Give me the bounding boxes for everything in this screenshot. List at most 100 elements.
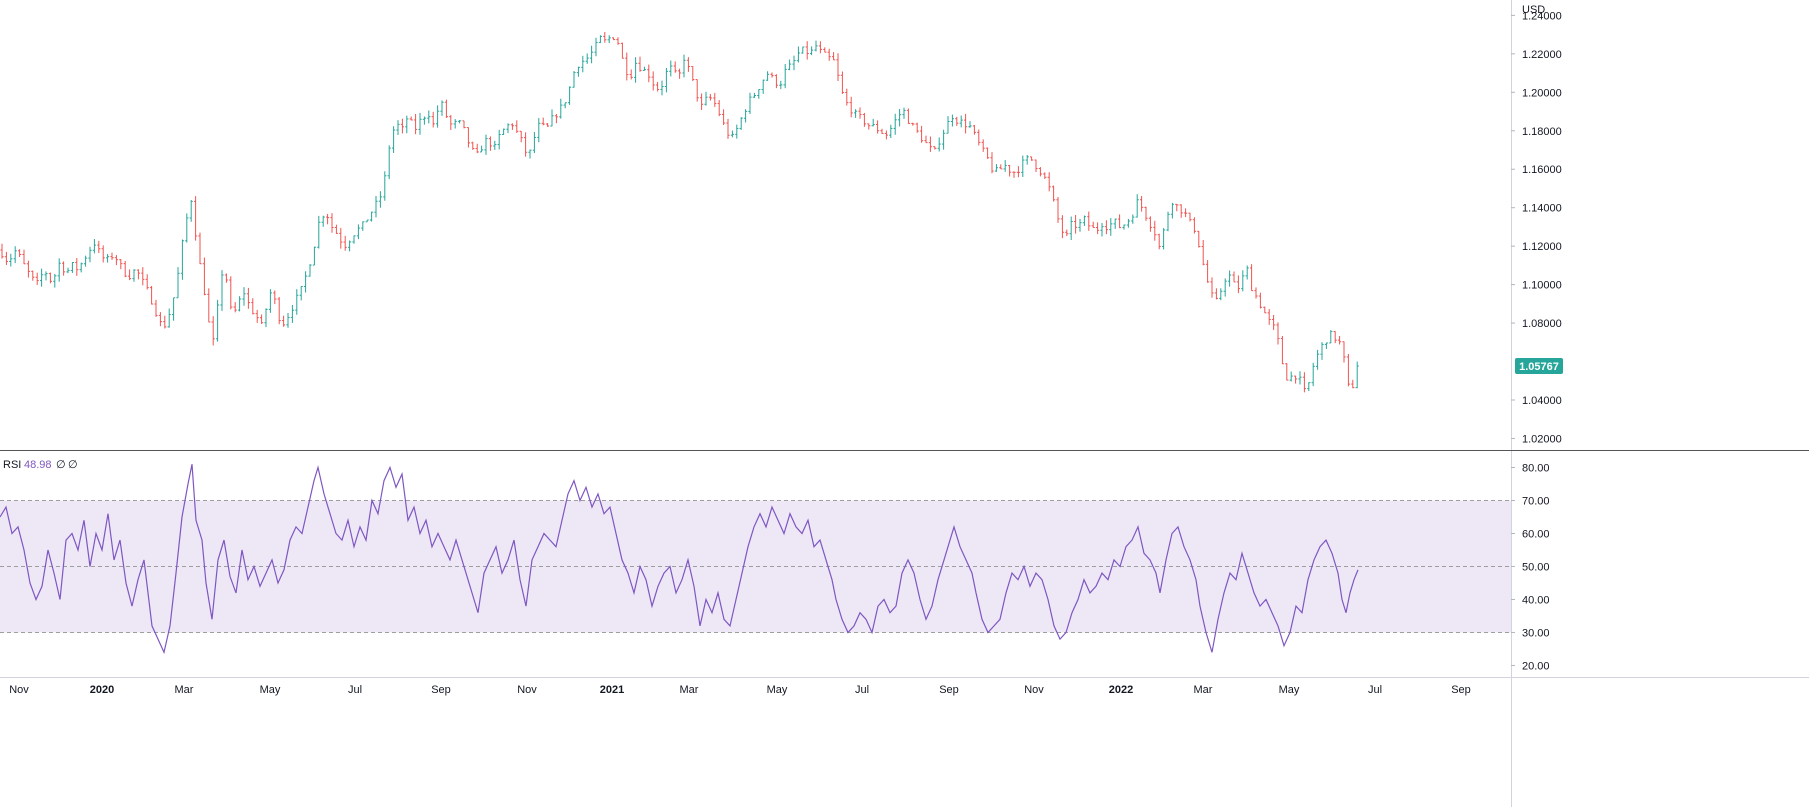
rsi-legend-label: RSI — [3, 459, 21, 471]
ohlc-bar — [1285, 363, 1289, 381]
ohlc-bar — [1047, 172, 1051, 192]
ohlc-bar — [352, 235, 356, 244]
ohlc-bar — [22, 249, 26, 265]
ohlc-bar — [1100, 222, 1104, 237]
ohlc-bar — [537, 118, 541, 143]
ohlc-bar — [1342, 341, 1346, 363]
last-price-value: 1.05767 — [1519, 361, 1559, 373]
ohlc-bar — [660, 80, 664, 96]
price-candles — [0, 32, 1359, 393]
ohlc-bar — [211, 316, 215, 346]
ohlc-bar — [1034, 159, 1038, 173]
ohlc-bar — [101, 245, 105, 263]
ohlc-bar — [1197, 230, 1201, 248]
ohlc-bar — [128, 269, 132, 281]
ohlc-bar — [1157, 233, 1161, 250]
ohlc-bar — [132, 269, 136, 282]
rsi-axis[interactable]: 80.00 70.00 60.00 50.00 40.00 30.00 20.00 — [1511, 462, 1550, 672]
ohlc-bar — [1302, 372, 1306, 393]
price-tick-label: 1.10000 — [1522, 280, 1562, 292]
ohlc-bar — [282, 315, 286, 327]
ohlc-bar — [400, 118, 404, 134]
ohlc-bar — [167, 308, 171, 328]
ohlc-bar — [361, 221, 365, 231]
ohlc-bar — [849, 96, 853, 118]
ohlc-bar — [444, 99, 448, 118]
ohlc-bar — [541, 117, 545, 126]
price-tick-label: 1.02000 — [1522, 433, 1562, 445]
ohlc-bar — [616, 37, 620, 45]
ohlc-bar — [1148, 216, 1152, 232]
time-tick-label: 2022 — [1109, 684, 1133, 696]
ohlc-bar — [1232, 271, 1236, 283]
time-tick-label: Mar — [1194, 684, 1213, 696]
ohlc-bar — [911, 122, 915, 126]
ohlc-bar — [114, 255, 118, 266]
ohlc-bar — [255, 309, 259, 323]
rsi-tick-label: 50.00 — [1522, 561, 1550, 573]
ohlc-bar — [986, 147, 990, 159]
ohlc-bar — [880, 128, 884, 134]
ohlc-bar — [942, 129, 946, 150]
ohlc-bar — [757, 89, 761, 99]
ohlc-bar — [471, 141, 475, 150]
ohlc-bar — [392, 126, 396, 153]
ohlc-bar — [722, 109, 726, 126]
ohlc-bar — [136, 269, 140, 280]
ohlc-bar — [304, 271, 308, 293]
ohlc-bar — [97, 240, 101, 254]
rsi-tick-label: 40.00 — [1522, 594, 1550, 606]
ohlc-bar — [1082, 215, 1086, 226]
ohlc-bar — [700, 93, 704, 111]
ohlc-bar — [994, 164, 998, 172]
ohlc-bar — [528, 149, 532, 159]
ohlc-bar — [1043, 172, 1047, 179]
ohlc-bar — [35, 272, 39, 285]
ohlc-bar — [581, 55, 585, 73]
ohlc-bar — [1272, 314, 1276, 330]
rsi-legend[interactable]: RSI 48.98 ∅ ∅ — [3, 459, 78, 471]
ohlc-bar — [497, 129, 501, 150]
rsi-layer — [0, 464, 1359, 655]
ohlc-bar — [334, 224, 338, 234]
ohlc-bar — [1192, 217, 1196, 234]
ohlc-bar — [933, 146, 937, 150]
time-tick-label: May — [767, 684, 788, 696]
ohlc-bar — [387, 145, 391, 180]
rsi-tick-label: 20.00 — [1522, 660, 1550, 672]
ohlc-bar — [475, 143, 479, 154]
ohlc-bar — [590, 45, 594, 64]
ohlc-bar — [810, 46, 814, 56]
price-tick-label: 1.08000 — [1522, 318, 1562, 330]
ohlc-bar — [726, 118, 730, 139]
ohlc-bar — [1056, 197, 1060, 223]
ohlc-bar — [422, 116, 426, 125]
rsi-line — [0, 464, 1359, 655]
ohlc-bar — [194, 196, 198, 241]
ohlc-bar — [647, 64, 651, 83]
time-tick-label: Nov — [9, 684, 29, 696]
ohlc-bar — [906, 108, 910, 124]
ohlc-bar — [823, 47, 827, 53]
time-axis[interactable]: Nov 2020 Mar May Jul Sep Nov 2021 Mar May Jul Sep No… — [9, 684, 1471, 696]
rsi-band-layer — [0, 499, 1511, 633]
ohlc-bar — [158, 312, 162, 327]
ohlc-bar — [752, 92, 756, 98]
ohlc-bar — [317, 215, 321, 249]
ohlc-bar — [656, 81, 660, 92]
ohlc-bar — [554, 114, 558, 124]
ohlc-bar — [220, 270, 224, 311]
price-axis[interactable]: 1.24000 1.22000 1.20000 1.18000 1.16000 1.140… — [1511, 10, 1562, 445]
ohlc-bar — [123, 260, 127, 278]
ohlc-bar — [418, 112, 422, 135]
ohlc-bar — [774, 74, 778, 89]
ohlc-bar — [924, 135, 928, 144]
currency-label: USD — [1522, 4, 1545, 16]
rsi-tick-label: 70.00 — [1522, 495, 1550, 507]
ohlc-bar — [1214, 288, 1218, 300]
ohlc-bar — [664, 67, 668, 93]
rsi-tick-label: 30.00 — [1522, 627, 1550, 639]
ohlc-bar — [713, 92, 717, 107]
ohlc-bar — [598, 35, 602, 44]
